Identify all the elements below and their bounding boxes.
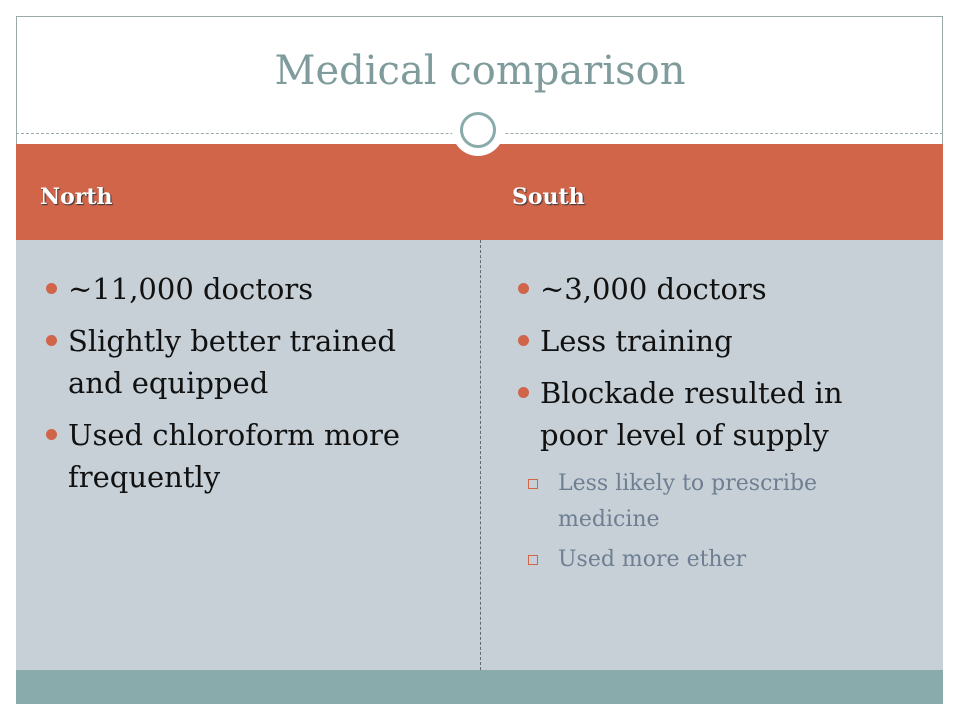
bullet: ~3,000 doctors [518, 268, 878, 310]
bullet: Less training [518, 320, 878, 362]
bullet: ~11,000 doctors [46, 268, 416, 310]
sub-bullet: Used more ether [526, 542, 878, 578]
footer-band [16, 670, 943, 704]
column: ~3,000 doctors Less training Blockade resu… [518, 268, 878, 582]
header-band [16, 144, 943, 240]
ornament [452, 104, 504, 156]
bullet: Used chloroform more frequently [46, 414, 416, 498]
title: Medical comparison [274, 48, 686, 94]
column: ~11,000 doctors Slightly better trained a… [46, 268, 416, 508]
column-heading: South [512, 184, 585, 210]
column-heading: North [40, 184, 113, 210]
sub-bullet: Less likely to prescribe medicine [526, 466, 878, 538]
bullet: Blockade resulted in poor level of suppl… [518, 372, 878, 456]
divider [480, 240, 481, 670]
body-panel [16, 240, 943, 670]
bullet: Slightly better trained and equipped [46, 320, 416, 404]
